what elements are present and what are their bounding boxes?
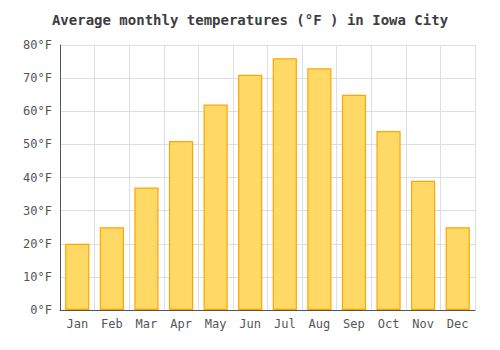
svg-text:Feb: Feb [101,317,123,331]
svg-text:10°F: 10°F [23,270,52,284]
svg-text:20°F: 20°F [23,237,52,251]
svg-text:Apr: Apr [170,317,192,331]
svg-text:Average monthly temperatures (: Average monthly temperatures (°F ) in Io… [52,12,449,28]
svg-text:Aug: Aug [309,317,331,331]
svg-text:30°F: 30°F [23,204,52,218]
svg-text:Sep: Sep [343,317,365,331]
svg-text:Jun: Jun [239,317,261,331]
svg-text:Nov: Nov [412,317,434,331]
svg-text:Oct: Oct [378,317,400,331]
svg-text:0°F: 0°F [30,303,52,317]
svg-text:May: May [205,317,227,331]
svg-text:Mar: Mar [136,317,158,331]
svg-text:60°F: 60°F [23,104,52,118]
svg-text:40°F: 40°F [23,171,52,185]
svg-text:80°F: 80°F [23,38,52,52]
svg-text:50°F: 50°F [23,137,52,151]
svg-text:70°F: 70°F [23,71,52,85]
svg-text:Jul: Jul [274,317,296,331]
svg-text:Dec: Dec [447,317,469,331]
svg-text:Jan: Jan [66,317,88,331]
